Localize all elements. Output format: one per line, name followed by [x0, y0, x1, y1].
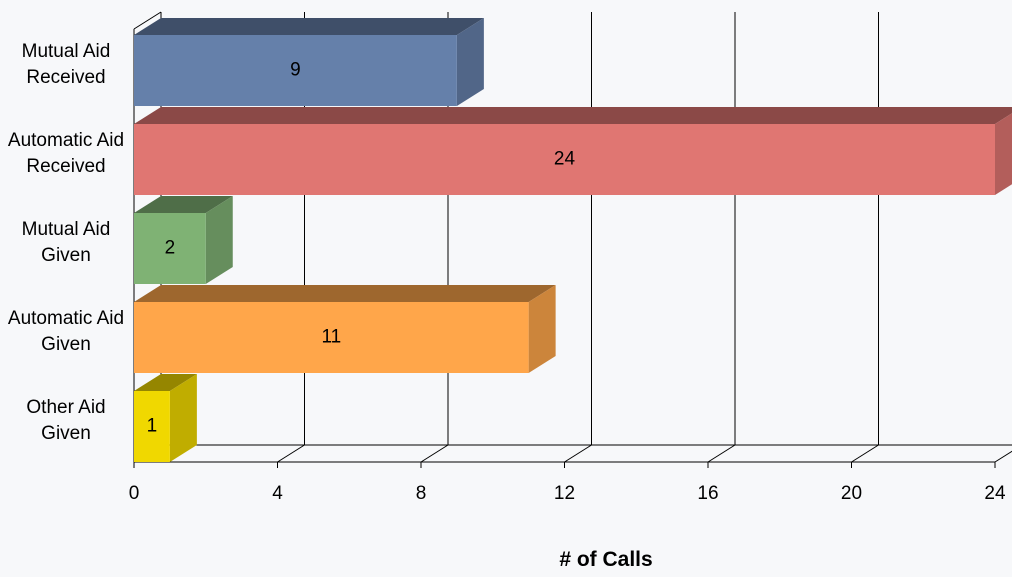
x-tick-label: 24	[984, 483, 1006, 504]
grid-line	[564, 444, 592, 463]
y-tick-label: Automatic Aid Given	[7, 307, 125, 355]
y-tick-label: Automatic Aid Received	[7, 129, 125, 177]
bar-front	[134, 213, 206, 284]
bar-front	[134, 124, 995, 195]
x-tick-label: 16	[697, 483, 718, 504]
bar-top	[134, 107, 1012, 124]
axis-line	[133, 11, 162, 30]
bar-side	[456, 18, 484, 106]
value-label: 1	[147, 416, 158, 437]
x-tick-label: 4	[272, 483, 283, 504]
x-tick-label: 12	[554, 483, 575, 504]
bar-side	[995, 113, 1012, 195]
value-label: 9	[290, 60, 301, 81]
bar-top	[134, 285, 556, 302]
bar	[134, 196, 233, 284]
bar-front	[134, 35, 457, 106]
bar	[134, 374, 197, 462]
bar	[134, 18, 484, 106]
value-label: 11	[321, 327, 341, 348]
bar-top	[134, 18, 484, 35]
bar-side	[169, 374, 197, 462]
bar	[134, 107, 1012, 195]
x-axis-title: # of Calls	[559, 548, 653, 571]
x-tick-label: 0	[129, 483, 140, 504]
bar-front	[134, 391, 170, 462]
x-tick-label: 8	[416, 483, 427, 504]
grid-line	[420, 444, 449, 463]
x-tick-label: 20	[841, 483, 862, 504]
value-label: 24	[554, 149, 576, 170]
bar-top	[134, 374, 197, 391]
y-tick-label: Mutual Aid Given	[21, 218, 111, 266]
bar-side	[528, 285, 556, 373]
value-label: 2	[165, 238, 176, 259]
grid-line	[277, 444, 305, 463]
y-tick-label: Mutual Aid Received	[21, 40, 111, 88]
bar	[134, 285, 556, 373]
bar-top	[134, 196, 233, 213]
grid-line	[851, 444, 879, 463]
bar-front	[134, 302, 529, 373]
bar-side	[205, 196, 233, 284]
grid-line	[707, 444, 736, 463]
grid-line	[994, 450, 1012, 463]
y-tick-label: Other Aid Given	[26, 396, 106, 444]
